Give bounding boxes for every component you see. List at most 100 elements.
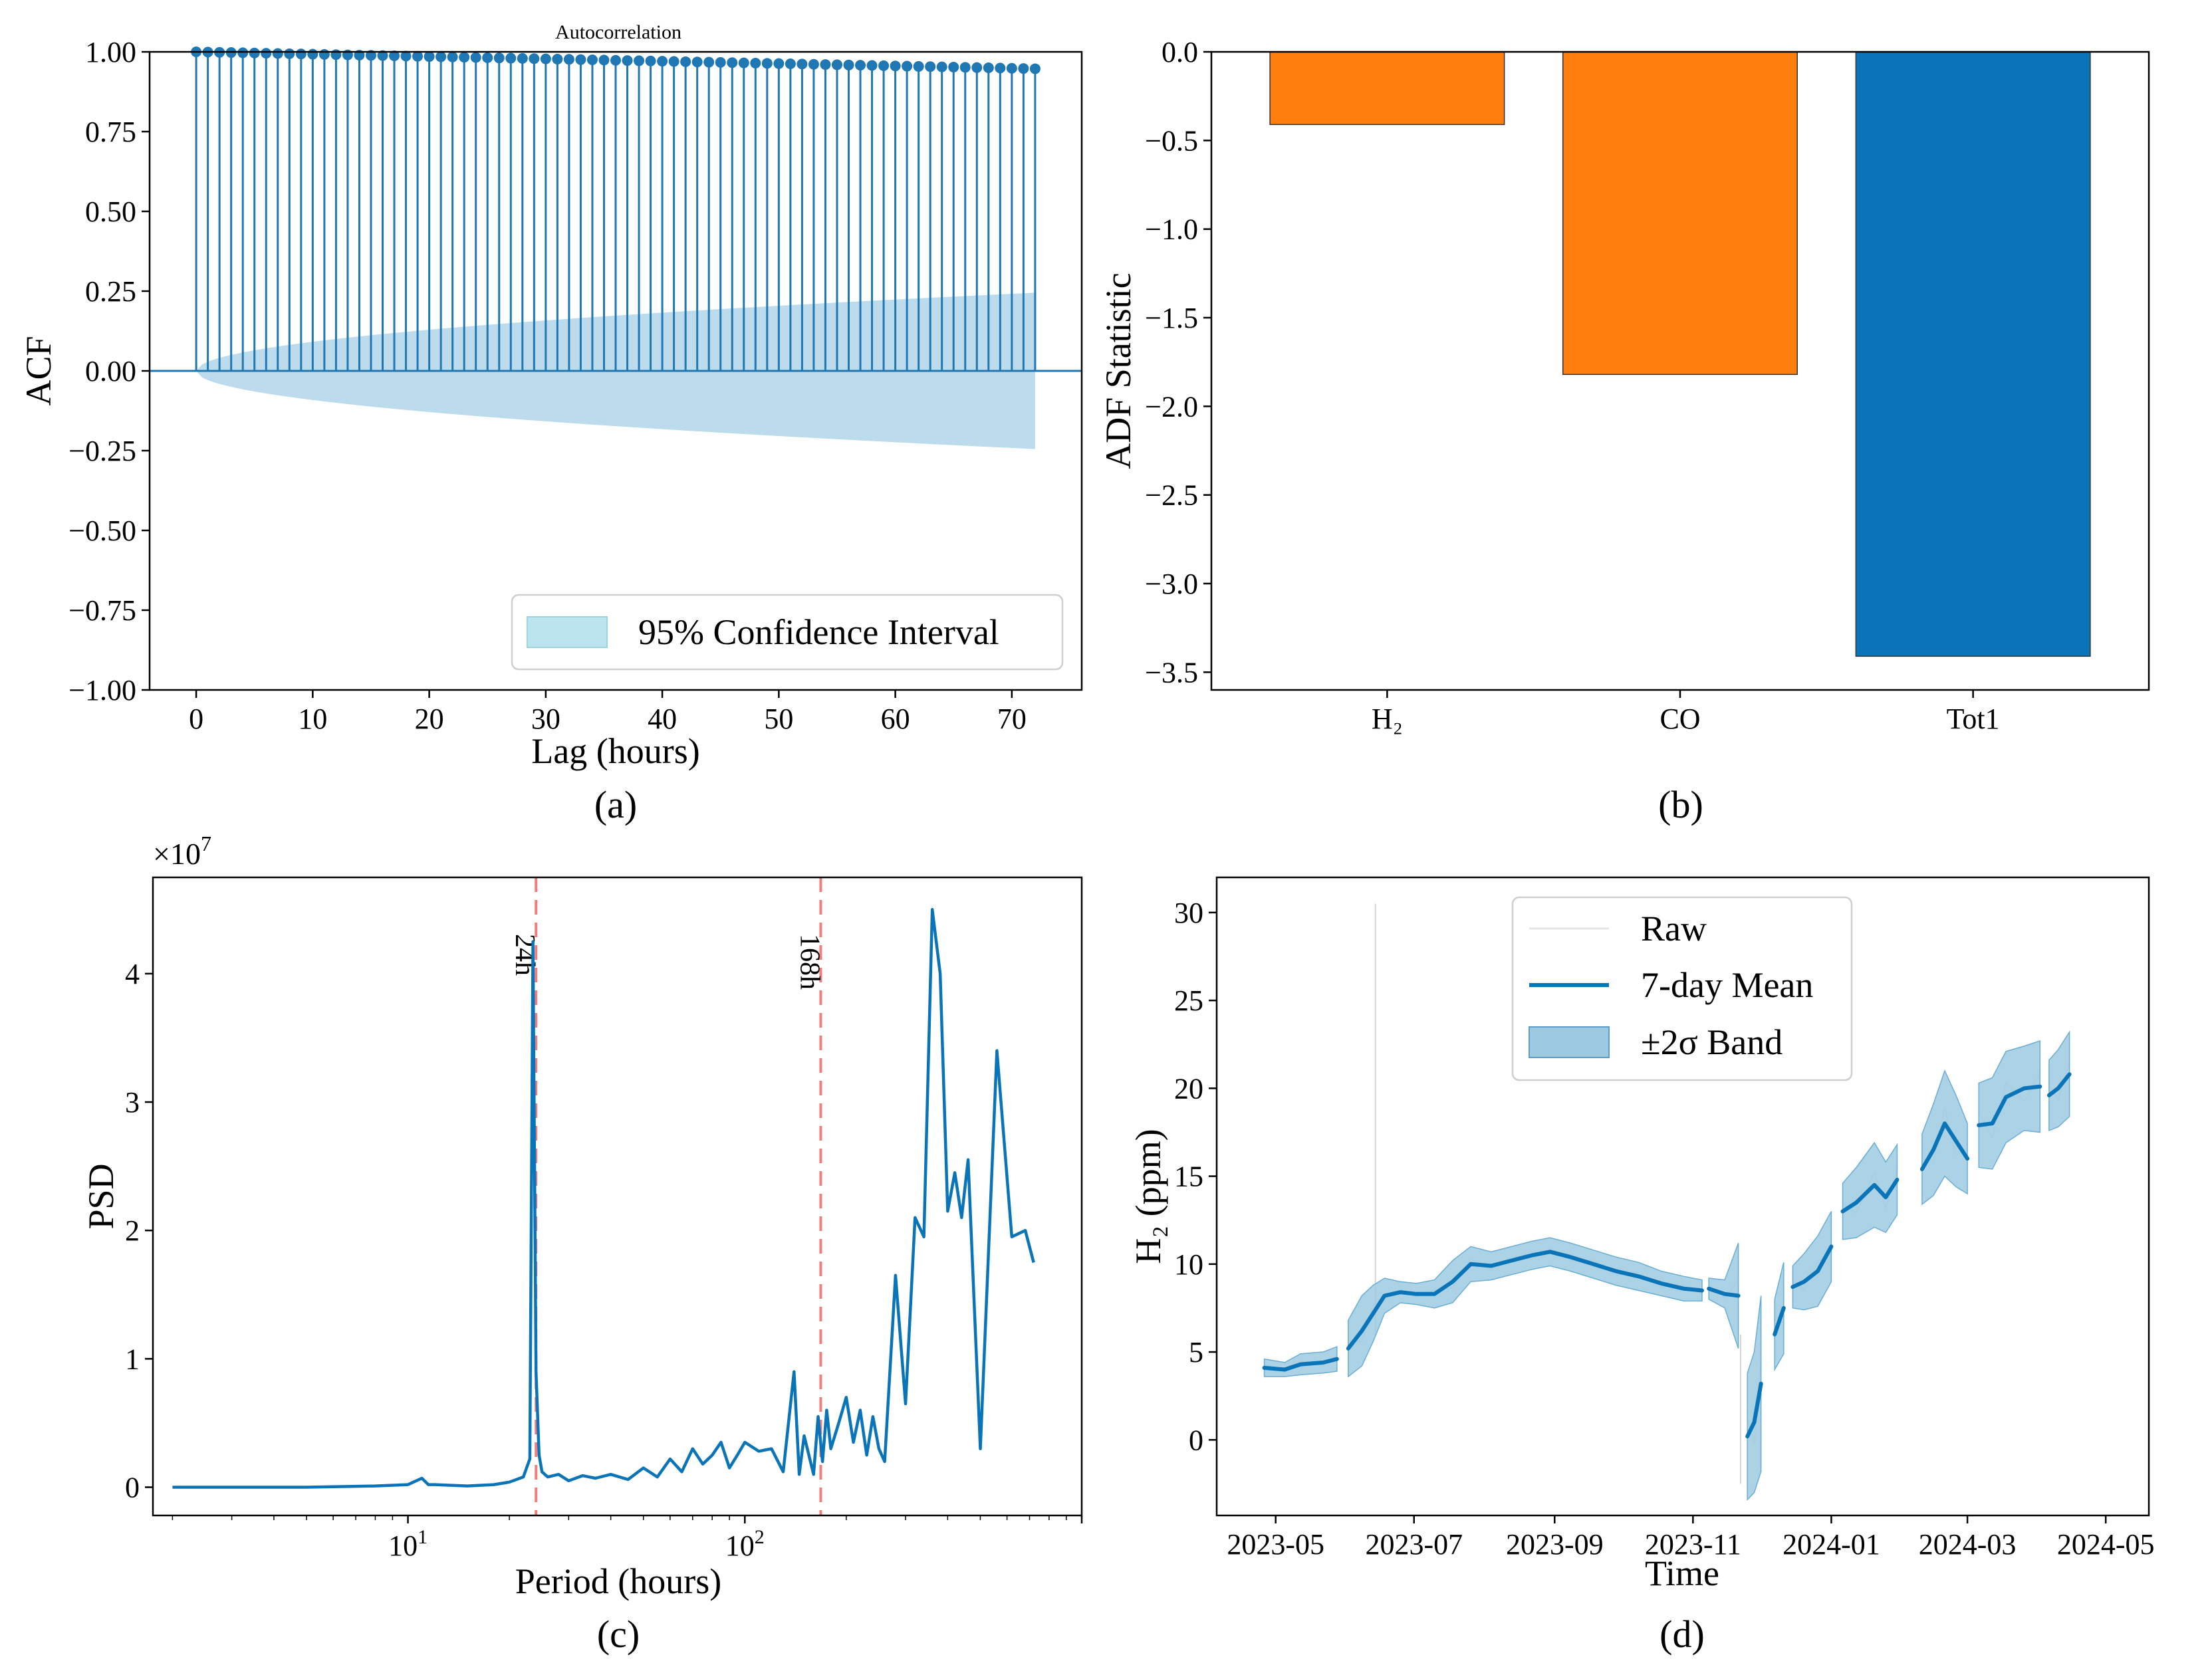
h2-y-tick-label: 5: [1189, 1336, 1203, 1369]
psd-x-tick-label: 101: [388, 1526, 428, 1562]
acf-marker: [482, 52, 493, 63]
adf-y-tick-label: −1.0: [1145, 213, 1198, 246]
acf-y-axis: 1.00 0.75 0.50 0.25 0.00 −0.25 −0.50 −0.75 −1.00: [68, 36, 150, 707]
acf-marker: [680, 56, 691, 67]
acf-marker: [925, 61, 936, 72]
h2-mean-line: [2046, 1072, 2072, 1097]
acf-x-tick-label: 50: [764, 703, 793, 735]
acf-stems: [150, 47, 1082, 372]
h2-x-axis: 2023-05 2023-07 2023-09 2023-11 2024-01 2024-…: [1227, 1515, 2155, 1561]
h2-y-tick-label: 20: [1174, 1072, 1203, 1105]
psd-reference-label: 24h: [509, 934, 540, 976]
psd-y-tick-label: 4: [125, 958, 140, 990]
psd-x-tick-exponent: 1: [418, 1526, 428, 1548]
psd-y-tick-label: 2: [125, 1214, 140, 1247]
h2-mean-line: [1773, 1305, 1786, 1337]
acf-marker: [412, 51, 424, 62]
adf-y-tick-label: −2.0: [1145, 390, 1198, 423]
adf-y-tick-label: −0.5: [1145, 124, 1198, 157]
h2-x-tick-label: 2024-01: [1782, 1528, 1880, 1561]
acf-marker: [820, 59, 831, 70]
adf-bars: [1269, 51, 2091, 657]
h2-band-area: [1747, 1295, 1762, 1502]
acf-marker: [529, 53, 540, 64]
acf-marker: [389, 51, 400, 62]
acf-marker: [272, 48, 283, 59]
h2-band-area: [2048, 1030, 2070, 1131]
acf-y-tick-label: 1.00: [85, 36, 136, 68]
h2-y-tick-label: 15: [1174, 1161, 1203, 1193]
acf-marker: [645, 55, 656, 66]
acf-x-tick-label: 30: [531, 703, 560, 735]
adf-x-tick-label: Tot1: [1947, 703, 2000, 735]
adf-y-label: ADF Statistic: [1098, 273, 1138, 469]
acf-title: Autocorrelation: [555, 21, 681, 43]
panel-label-a: (a): [594, 783, 637, 826]
adf-bar: [1855, 51, 2091, 657]
acf-marker: [657, 56, 668, 67]
acf-marker: [318, 49, 330, 60]
panel-label-d: (d): [1659, 1613, 1705, 1656]
psd-x-tick-base: 10: [725, 1529, 755, 1562]
acf-y-tick-label: −1.00: [68, 674, 136, 707]
acf-marker: [330, 49, 342, 60]
acf-marker: [890, 60, 901, 72]
acf-marker: [540, 53, 551, 64]
acf-marker: [691, 56, 703, 68]
psd-offset-exponent: 7: [201, 832, 211, 855]
acf-y-tick-label: 0.25: [85, 275, 136, 308]
acf-marker: [703, 56, 715, 68]
acf-x-tick-label: 10: [298, 703, 327, 735]
acf-x-label: Lag (hours): [531, 731, 699, 771]
acf-marker: [237, 47, 249, 58]
psd-x-label: Period (hours): [515, 1561, 721, 1601]
psd-plot-frame: [152, 876, 1083, 1517]
h2-legend-band-label: ±2σ Band: [1641, 1022, 1782, 1062]
h2-legend: Raw 7-day Mean ±2σ Band: [1511, 896, 1853, 1081]
acf-y-label: ACF: [19, 336, 59, 405]
acf-legend-label: 95% Confidence Interval: [638, 612, 999, 652]
acf-y-tick-label: 0.50: [85, 195, 136, 228]
psd-y-tick-label: 1: [125, 1343, 140, 1375]
acf-marker: [610, 55, 621, 66]
h2-mean-line: [1977, 1084, 2042, 1127]
h2-mean-line: [1919, 1121, 1970, 1171]
acf-marker: [493, 53, 505, 64]
h2-band-area: [1792, 1211, 1832, 1311]
adf-y-tick-label: −1.5: [1145, 302, 1198, 334]
acf-marker: [738, 57, 749, 68]
acf-marker: [843, 59, 854, 70]
acf-x-tick-label: 40: [648, 703, 677, 735]
adf-y-axis: 0.0 −0.5 −1.0 −1.5 −2.0 −2.5 −3.0 −3.5: [1145, 36, 1211, 689]
acf-y-tick-label: 0.00: [85, 355, 136, 388]
acf-marker: [761, 58, 773, 69]
h2-legend-mean-label: 7-day Mean: [1641, 965, 1813, 1005]
psd-x-tick-base: 10: [388, 1529, 418, 1562]
acf-marker: [902, 60, 913, 72]
adf-y-tick-label: 0.0: [1162, 36, 1198, 68]
h2-mean-line: [1745, 1381, 1763, 1438]
acf-marker: [365, 50, 376, 61]
psd-y-label: PSD: [81, 1163, 121, 1229]
acf-legend-swatch: [527, 616, 608, 648]
acf-marker: [959, 62, 971, 73]
acf-marker: [913, 60, 924, 72]
acf-marker: [575, 54, 586, 65]
acf-marker: [1029, 63, 1041, 74]
acf-y-tick-label: 0.75: [85, 116, 136, 148]
acf-marker: [261, 48, 272, 59]
h2-x-tick-label: 2023-11: [1645, 1528, 1741, 1561]
psd-offset-label: ×107: [153, 832, 211, 871]
acf-marker: [447, 51, 458, 62]
adf-x-tick-label: CO: [1659, 703, 1700, 735]
acf-marker: [1018, 63, 1029, 74]
acf-marker: [831, 59, 842, 70]
h2-y-tick-label: 25: [1174, 984, 1203, 1017]
adf-y-tick-label: −3.0: [1145, 568, 1198, 600]
h2-band-area: [1708, 1242, 1739, 1349]
psd-x-tick-exponent: 2: [755, 1526, 765, 1548]
h2-sigma-band: [1263, 1030, 2070, 1502]
panel-label-b: (b): [1658, 783, 1703, 826]
adf-x-tick-label: H₂: [1372, 703, 1403, 735]
